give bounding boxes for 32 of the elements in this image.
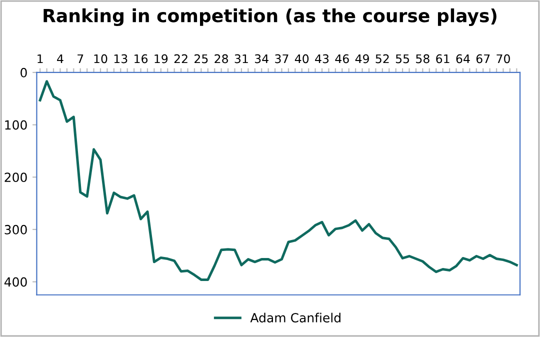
x-tick-label: 37 bbox=[275, 54, 288, 64]
x-tick-label: 22 bbox=[174, 54, 188, 64]
x-tick-label: 55 bbox=[396, 54, 410, 64]
x-tick-label: 16 bbox=[134, 54, 148, 64]
x-tick-label: 58 bbox=[416, 54, 430, 64]
x-tick-label: 10 bbox=[94, 54, 108, 64]
x-tick-label: 1 bbox=[38, 54, 43, 64]
x-tick-label: 67 bbox=[476, 54, 490, 64]
x-tick-label: 70 bbox=[496, 54, 510, 64]
y-tick-label: 400 bbox=[4, 277, 27, 287]
x-tick-label: 43 bbox=[315, 54, 329, 64]
y-tick-label: 300 bbox=[4, 224, 27, 234]
x-tick-label: 13 bbox=[114, 54, 128, 64]
legend-label: Adam Canfield bbox=[250, 312, 340, 322]
y-tick-label: 100 bbox=[5, 120, 27, 130]
x-tick-label: 19 bbox=[154, 54, 168, 64]
x-tick-label: 46 bbox=[335, 54, 349, 64]
y-tick-label: 0 bbox=[20, 68, 27, 78]
x-tick-label: 25 bbox=[194, 54, 208, 64]
chart-title: Ranking in competition (as the course plays) bbox=[44, 8, 496, 26]
x-tick-label: 61 bbox=[436, 54, 450, 64]
x-tick-label: 49 bbox=[355, 54, 369, 64]
x-tick-label: 64 bbox=[456, 54, 470, 64]
x-tick-label: 4 bbox=[57, 54, 64, 64]
x-tick-label: 40 bbox=[294, 54, 309, 64]
x-tick-label: 52 bbox=[376, 54, 389, 64]
x-tick-label: 28 bbox=[214, 54, 228, 64]
x-tick-label: 34 bbox=[254, 54, 268, 64]
x-tick-label: 31 bbox=[234, 54, 248, 64]
y-tick-label: 200 bbox=[4, 172, 27, 182]
x-tick-label: 7 bbox=[78, 54, 84, 64]
line-series bbox=[38, 80, 518, 281]
